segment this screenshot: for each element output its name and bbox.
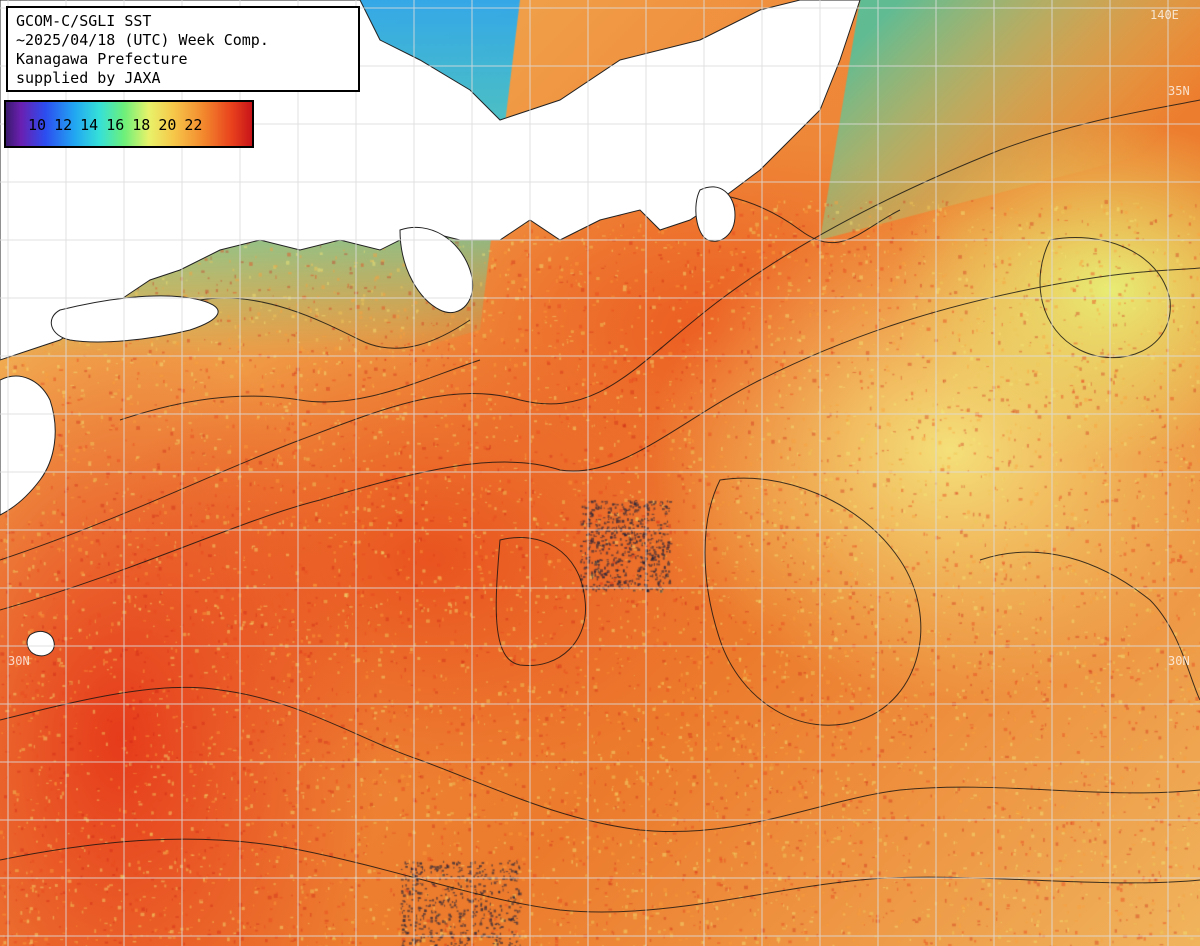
legend-tick: 18 bbox=[132, 116, 151, 134]
title-line-2: ~2025/04/18 (UTC) Week Comp. bbox=[16, 31, 269, 49]
title-line-4: supplied by JAXA bbox=[16, 69, 161, 87]
legend-tick: 14 bbox=[80, 116, 99, 134]
title-box: GCOM-C/SGLI SST ~2025/04/18 (UTC) Week C… bbox=[6, 6, 360, 92]
legend-tick: 12 bbox=[54, 116, 73, 134]
kii-peninsula bbox=[399, 226, 474, 314]
legend-tick: 16 bbox=[106, 116, 125, 134]
color-legend: 10 12 14 16 18 20 22 bbox=[4, 100, 254, 148]
izu-peninsula bbox=[695, 186, 736, 242]
shikoku bbox=[50, 295, 219, 343]
lat-label-top-right: 35N bbox=[1168, 84, 1190, 98]
lat-label-mid-left: 30N bbox=[8, 654, 30, 668]
kyushu bbox=[0, 375, 56, 516]
title-line-3: Kanagawa Prefecture bbox=[16, 50, 188, 68]
legend-tick: 10 bbox=[28, 116, 47, 134]
title-line-1: GCOM-C/SGLI SST bbox=[16, 12, 152, 30]
legend-tick: 20 bbox=[158, 116, 177, 134]
legend-tick: 22 bbox=[184, 116, 203, 134]
lon-label-top: 140E bbox=[1150, 8, 1179, 22]
color-legend-ticks: 10 12 14 16 18 20 22 bbox=[28, 116, 202, 134]
lat-label-mid-right: 30N bbox=[1168, 654, 1190, 668]
